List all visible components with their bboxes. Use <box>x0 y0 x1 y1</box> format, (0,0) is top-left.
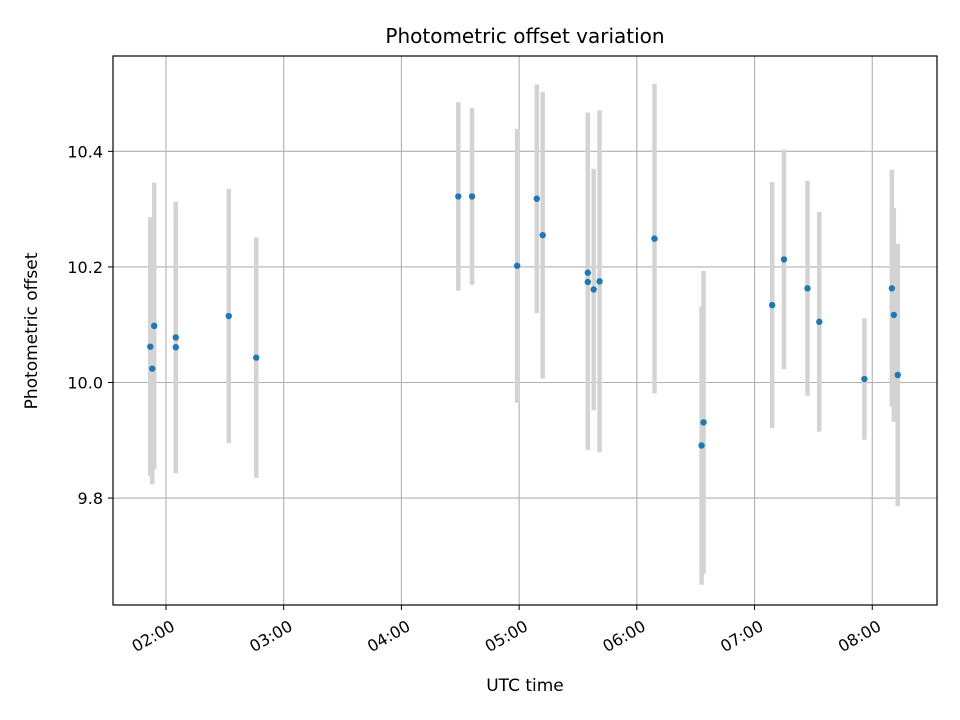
data-point <box>590 286 597 293</box>
data-point <box>700 419 707 426</box>
data-point <box>151 322 158 330</box>
data-point <box>888 285 896 292</box>
data-points <box>147 193 901 449</box>
data-point <box>584 278 591 286</box>
data-point <box>890 311 898 319</box>
data-point <box>253 354 260 361</box>
data-point <box>804 285 811 292</box>
data-point <box>698 442 705 449</box>
y-tick-label: 10.4 <box>67 142 103 161</box>
data-point <box>769 301 776 309</box>
data-point <box>539 231 546 239</box>
x-axis-label: UTC time <box>486 676 564 696</box>
plot-frame <box>112 55 938 606</box>
data-point <box>172 344 179 351</box>
data-point <box>894 371 901 379</box>
data-point <box>172 334 179 341</box>
data-point <box>596 278 603 285</box>
data-point <box>584 269 591 276</box>
y-tick-label: 10.2 <box>67 258 103 277</box>
data-point <box>147 343 154 350</box>
data-point <box>149 365 156 372</box>
data-point <box>533 195 540 202</box>
y-tick-label: 10.0 <box>67 374 103 393</box>
data-point <box>651 235 658 242</box>
data-point <box>513 262 521 269</box>
grid-lines <box>113 56 937 605</box>
data-point <box>816 318 823 326</box>
y-tick-label: 9.8 <box>78 489 103 508</box>
data-point <box>455 193 462 200</box>
data-point <box>780 256 788 263</box>
data-point <box>861 375 868 383</box>
chart-title: Photometric offset variation <box>385 24 664 48</box>
data-point <box>225 312 232 320</box>
data-point <box>468 193 476 200</box>
y-axis-label: Photometric offset <box>22 252 42 409</box>
